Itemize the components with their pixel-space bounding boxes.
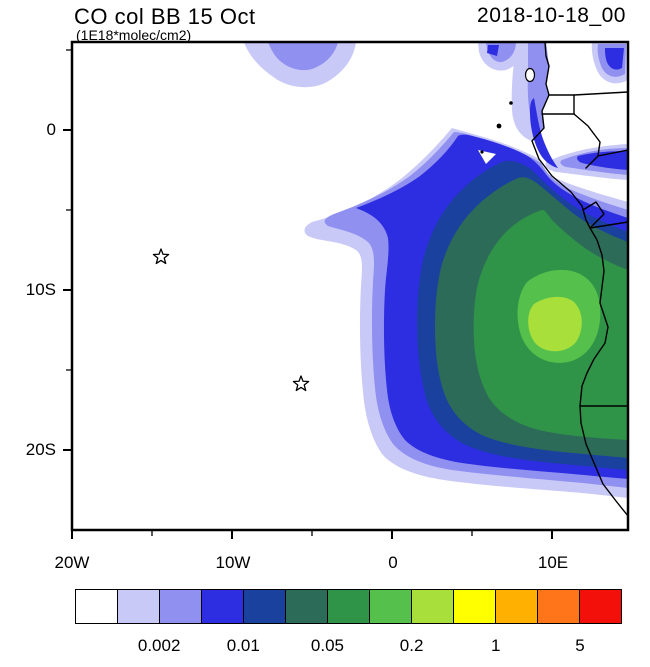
- plot-frame: [70, 40, 630, 532]
- colorbar-cell: [160, 590, 202, 623]
- contour-region-blue: [577, 151, 628, 170]
- x-tick-label-0: 0: [388, 553, 398, 572]
- colorbar-cell: [580, 590, 621, 623]
- colorbar-cell: [328, 590, 370, 623]
- colorbar-labels: 0.002 0.01 0.05 0.2 1 5: [75, 636, 622, 658]
- colorbar-label: 0.002: [137, 636, 181, 655]
- colorbar-cell: [538, 590, 580, 623]
- country-border-cameroon: [573, 91, 628, 96]
- island-principe: [509, 101, 513, 105]
- x-tick-label-10w: 10W: [215, 553, 251, 572]
- colorbar-cell: [286, 590, 328, 623]
- contour-region-blue: [487, 45, 499, 56]
- star-marker-1: [152, 248, 170, 265]
- contour-region-periwinkle: [268, 42, 338, 71]
- colorbar-cell: [454, 590, 496, 623]
- country-border-cabinda: [582, 201, 605, 229]
- star-marker-2: [292, 375, 310, 392]
- colorbar-label: 0.01: [226, 636, 260, 655]
- country-border-angola-drc: [589, 221, 628, 229]
- island-bioko: [524, 67, 536, 83]
- map-plot: [63, 40, 630, 539]
- colorbar-label: 0.2: [399, 636, 424, 655]
- colorbar-label: 0.05: [310, 636, 344, 655]
- country-border-eq-guinea: [541, 94, 575, 115]
- y-tick-label-10s: 10S: [25, 280, 56, 299]
- colorbar-label: 1: [491, 636, 501, 655]
- colorbar: [75, 589, 622, 624]
- y-tick-label-20s: 20S: [25, 440, 56, 459]
- colorbar-cell: [202, 590, 244, 623]
- valid-date: 2018-10-18_00: [477, 4, 626, 27]
- island-sao-tome: [496, 123, 502, 129]
- contour-region-blue: [530, 98, 558, 168]
- x-tick-label-10e: 10E: [537, 553, 569, 572]
- colorbar-cell: [244, 590, 286, 623]
- colorbar-cell: [118, 590, 160, 623]
- colorbar-label: 5: [575, 636, 585, 655]
- contour-region-blue: [605, 48, 624, 70]
- page-title: CO col BB 15 Oct: [74, 4, 256, 29]
- contour-region-chartreuse: [528, 296, 582, 352]
- units-label: (1E18*molec/cm2): [76, 27, 192, 43]
- contour-layers: [244, 42, 628, 517]
- y-tick-label-0: 0: [46, 120, 56, 139]
- colorbar-cell: [76, 590, 118, 623]
- colorbar-cell: [412, 590, 454, 623]
- colorbar-cell: [370, 590, 412, 623]
- country-border-gabon-congo: [573, 113, 628, 169]
- colorbar-cell: [496, 590, 538, 623]
- x-tick-label-20w: 20W: [54, 553, 90, 572]
- island-annobon: [480, 150, 484, 154]
- coastline-africa: [531, 42, 628, 517]
